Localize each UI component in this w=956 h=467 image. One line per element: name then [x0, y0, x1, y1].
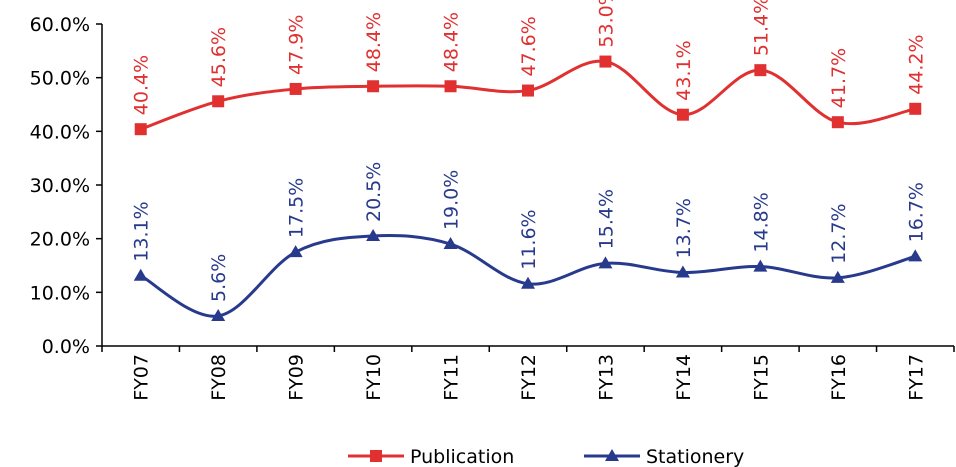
publication-point [134, 123, 147, 136]
stationery-data-label: 14.8% [750, 192, 772, 252]
x-tick-label: FY16 [828, 354, 850, 401]
publication-data-label: 41.7% [828, 48, 850, 108]
stationery-data-label: 11.6% [518, 209, 540, 269]
publication-data-label: 40.4% [131, 55, 153, 115]
y-tick-label: 30.0% [30, 175, 90, 197]
stationery-point [830, 270, 845, 283]
x-tick-label: FY12 [518, 354, 540, 401]
publication-data-label: 51.4% [750, 0, 772, 56]
publication-data-label: 45.6% [208, 27, 230, 87]
stationery-data-label: 20.5% [363, 162, 385, 222]
stationery-data-label: 16.7% [905, 182, 927, 242]
x-tick-label: FY08 [208, 354, 230, 401]
stationery-point [521, 276, 535, 289]
series-layer [133, 55, 923, 321]
legend: Publication Stationery [348, 446, 744, 467]
publication-data-label: 47.9% [286, 15, 308, 75]
publication-series-line [140, 59, 916, 131]
publication-point [599, 55, 612, 68]
x-tick-label: FY11 [441, 354, 463, 401]
publication-data-label: 43.1% [673, 40, 695, 100]
y-tick-label: 20.0% [30, 229, 90, 251]
x-tick-label: FY15 [750, 354, 772, 401]
publication-point [754, 64, 767, 77]
publication-legend-label: Publication [410, 446, 514, 467]
stationery-data-label: 13.7% [673, 198, 695, 258]
publication-point [831, 116, 844, 129]
publication-point [444, 80, 457, 93]
stationery-point [211, 308, 226, 321]
x-tick-label: FY13 [595, 354, 617, 401]
publication-point [522, 84, 534, 97]
publication-data-label: 47.6% [518, 16, 540, 76]
data-labels-layer: 40.4% 45.6% 47.9% 48.4% 48.4% 47.6% 53.0% 43.1%… [131, 0, 928, 302]
publication-point [212, 95, 225, 108]
publication-point [909, 102, 922, 115]
publication-legend-marker [370, 450, 382, 462]
y-tick-label: 0.0% [42, 336, 90, 358]
publication-point [289, 82, 302, 95]
publication-point [367, 80, 380, 93]
stationery-point [753, 259, 768, 272]
stationery-point [598, 256, 613, 269]
y-tick-label: 10.0% [30, 282, 90, 304]
y-tick-label: 40.0% [30, 121, 90, 143]
stationery-data-label: 17.5% [286, 178, 308, 238]
publication-data-label: 44.2% [905, 34, 927, 94]
y-tick-label: 60.0% [30, 14, 90, 36]
publication-data-label: 48.4% [363, 12, 385, 72]
x-tick-label: FY09 [286, 354, 308, 401]
y-tick-label: 50.0% [30, 68, 90, 90]
chart-axes: 0.0% 10.0% 20.0% 30.0% 40.0% 50.0% 60.0% FY07 FY… [30, 14, 955, 401]
stationery-data-label: 13.1% [131, 201, 153, 261]
stationery-point [675, 265, 690, 278]
stationery-legend-label: Stationery [646, 446, 744, 467]
publication-point [676, 108, 689, 121]
publication-data-label: 48.4% [441, 12, 463, 72]
stationery-data-label: 12.7% [828, 203, 850, 263]
stationery-point [443, 237, 458, 250]
stationery-data-label: 15.4% [595, 189, 617, 249]
publication-data-label: 53.0% [595, 0, 617, 48]
x-tick-label: FY07 [131, 354, 153, 401]
x-tick-label: FY17 [905, 354, 927, 401]
stationery-data-label: 19.0% [441, 170, 463, 230]
stationery-point [288, 245, 303, 258]
stationery-point [908, 249, 923, 262]
stationery-point [366, 228, 381, 241]
stationery-point [133, 268, 148, 281]
x-tick-label: FY14 [673, 354, 695, 401]
stationery-data-label: 5.6% [208, 254, 230, 302]
x-tick-label: FY10 [363, 354, 385, 401]
stationery-legend-marker [605, 449, 619, 461]
